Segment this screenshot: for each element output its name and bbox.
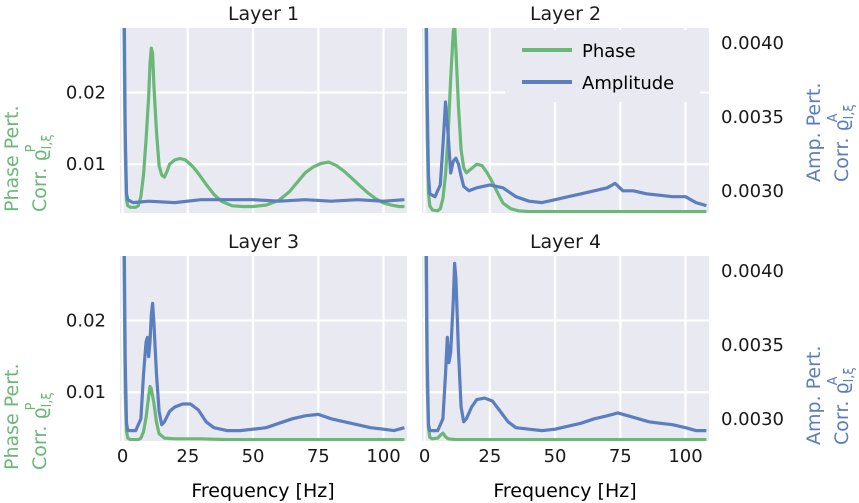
series-amplitude-line — [122, 28, 405, 205]
x-tick-label: 25 — [478, 446, 501, 467]
amp-tick-label: 0.0040 — [721, 33, 784, 54]
series-phase-line — [424, 28, 707, 213]
phase-ylabel-top-line1: Phase Pert. — [1, 105, 23, 212]
panel-title: Layer 4 — [530, 231, 601, 253]
amp-tick-label: 0.0040 — [721, 261, 784, 282]
phase-tick-label: 0.02 — [66, 311, 106, 332]
legend-background — [505, 30, 700, 102]
amp-ylabel-bottom-line2: Corr. ϱl,ξA — [826, 367, 857, 445]
phase-ylabel-top-line2: Corr. ϱl,ξP — [24, 134, 55, 212]
amp-tick-label: 0.0035 — [721, 335, 784, 356]
xlabel-left: Frequency [Hz] — [191, 480, 334, 502]
amp-ylabel-bottom-line1: Amp. Pert. — [803, 346, 825, 445]
series-phase-line — [424, 256, 707, 441]
x-tick-label: 0 — [117, 446, 128, 467]
panel-layer-3: Layer 3 0.01 0.02 0 25 50 75 100 — [66, 231, 407, 467]
panel-layer-1: Layer 1 0.01 0.02 — [66, 3, 407, 213]
series-phase-line — [122, 256, 405, 441]
legend-phase-label: Phase — [582, 41, 636, 62]
x-tick-label: 50 — [242, 446, 265, 467]
x-tick-label: 100 — [366, 446, 400, 467]
series-amplitude-line — [424, 256, 707, 433]
xlabel-right: Frequency [Hz] — [493, 480, 636, 502]
series-amplitude-line — [122, 256, 405, 433]
y-axis-labels: Phase Pert. Corr. ϱl,ξP Phase Pert. Corr… — [1, 83, 857, 470]
plot-area — [120, 256, 407, 441]
panel-layer-4: Layer 4 0.0030 0.0035 0.0040 0 25 50 75 100 — [419, 231, 784, 467]
phase-ylabel-bottom-line1: Phase Pert. — [1, 363, 23, 470]
legend-amplitude-label: Amplitude — [582, 73, 674, 94]
x-tick-label: 50 — [544, 446, 567, 467]
phase-ylabel-bottom-line2: Corr. ϱl,ξP — [24, 392, 55, 470]
amp-tick-label: 0.0030 — [721, 181, 784, 202]
amp-ylabel-top-line1: Amp. Pert. — [803, 83, 825, 182]
phase-tick-label: 0.01 — [66, 154, 106, 175]
plot-area — [422, 256, 709, 441]
x-tick-label: 0 — [419, 446, 430, 467]
phase-tick-label: 0.01 — [66, 382, 106, 403]
x-tick-label: 75 — [307, 446, 330, 467]
panel-title: Layer 1 — [228, 3, 299, 25]
panel-title: Layer 3 — [228, 231, 299, 253]
x-tick-label: 25 — [176, 446, 199, 467]
phase-tick-label: 0.02 — [66, 83, 106, 104]
amp-tick-label: 0.0030 — [721, 409, 784, 430]
legend: Phase Amplitude — [505, 30, 700, 102]
amp-ylabel-top-line2: Corr. ϱl,ξA — [826, 104, 857, 182]
x-tick-label: 100 — [668, 446, 702, 467]
series-phase-line — [122, 28, 405, 209]
plot-area — [120, 28, 407, 213]
panel-title: Layer 2 — [530, 3, 601, 25]
amp-tick-label: 0.0035 — [721, 107, 784, 128]
series-amplitude-line — [424, 28, 707, 208]
x-tick-label: 75 — [609, 446, 632, 467]
